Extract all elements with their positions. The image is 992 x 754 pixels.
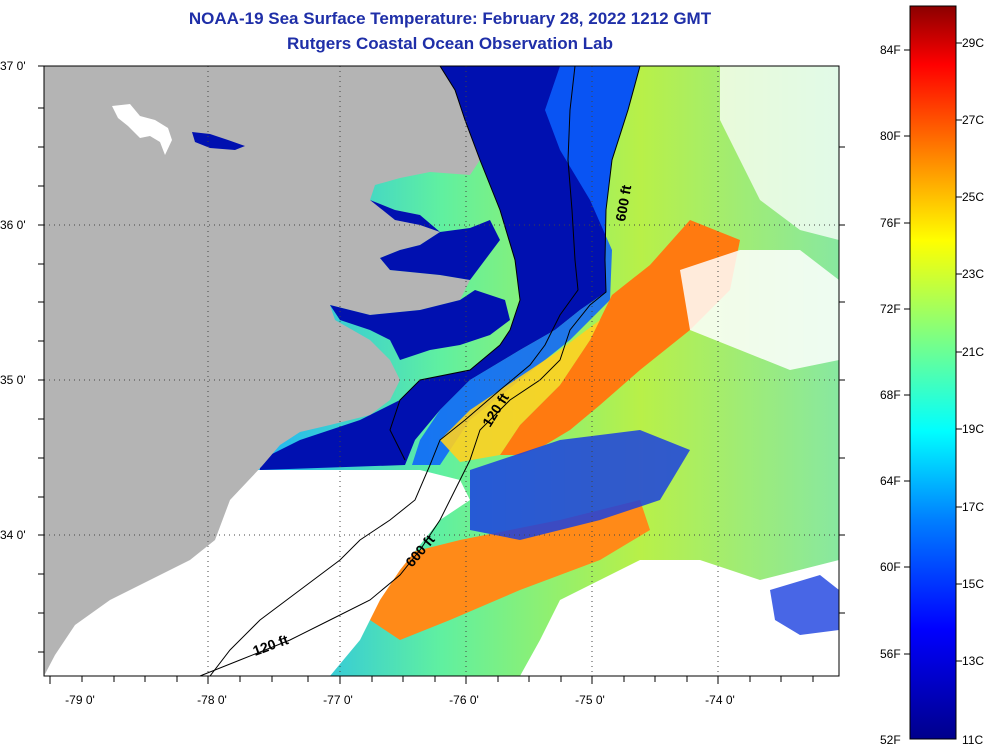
colorbar-label-68f: 68F (880, 388, 901, 402)
lat-ticks (38, 65, 845, 653)
lon-label-74: -74 0' (705, 693, 735, 707)
colorbar-label-23c: 23C (962, 267, 985, 281)
map-area: 600 ft 120 ft 600 ft 120 ft (44, 66, 839, 676)
inland-lake-blue (192, 132, 245, 150)
map-frame (43, 65, 840, 677)
colorbar-label-17c: 17C (962, 500, 985, 514)
inland-lake (112, 104, 172, 155)
colorbar-label-64f: 64F (880, 474, 901, 488)
isobath-120ft (209, 66, 579, 676)
lat-label-36: 36 0' (0, 218, 26, 232)
coastline (389, 66, 521, 461)
colorbar-label-15c: 15C (962, 577, 985, 591)
colorbar-label-25c: 25C (962, 190, 985, 204)
gulf-stream-warm (500, 220, 740, 455)
cloud-patches-north (720, 66, 839, 240)
colorbar-label-60f: 60F (880, 560, 901, 574)
colorbar-label-11c: 11C (962, 733, 984, 747)
colorbar-ticks (904, 42, 962, 662)
colorbar-label-80f: 80F (880, 129, 901, 143)
colorbar-label-56f: 56F (880, 647, 901, 661)
map-subtitle: Rutgers Coastal Ocean Observation Lab (287, 34, 613, 53)
lon-ticks (49, 676, 814, 684)
colorbar-label-19c: 19C (962, 422, 985, 436)
coastal-cold-water (260, 66, 640, 470)
lon-label-78: -78 0' (197, 693, 227, 707)
lon-label-75: -75 0' (575, 693, 605, 707)
cloud-cover-east (680, 250, 839, 370)
lat-label-35: 35 0' (0, 373, 26, 387)
colorbar-label-27c: 27C (962, 113, 985, 127)
cold-patches-south (470, 430, 690, 540)
cloud-cover-southeast (520, 560, 839, 676)
colorbar-label-84f: 84F (880, 43, 901, 57)
colorbar (909, 5, 957, 740)
colorbar-label-29c: 29C (962, 36, 985, 50)
graticule (44, 66, 839, 676)
land-mass (44, 66, 480, 676)
colorbar-label-13c: 13C (962, 654, 985, 668)
gulf-stream-yellow-edge (440, 300, 610, 462)
inland-water (370, 200, 500, 280)
lat-label-34: 34 0' (0, 528, 26, 542)
pamlico-sound (330, 290, 510, 360)
colorbar-label-52f: 52F (880, 733, 901, 747)
coastal-transition-water (412, 66, 640, 465)
colorbar-label-21c: 21C (962, 345, 985, 359)
lon-label-76: -76 0' (449, 693, 479, 707)
colorbar-label-76f: 76F (880, 216, 901, 230)
cloud-cover-south (44, 470, 470, 676)
lon-label-77: -77 0' (323, 693, 353, 707)
cold-patches-southeast (770, 575, 839, 635)
map-title: NOAA-19 Sea Surface Temperature: Februar… (188, 9, 712, 28)
lat-label-37: 37 0' (0, 59, 26, 73)
contour-label-600ft-north: 600 ft (612, 183, 634, 222)
lon-label-79: -79 0' (65, 693, 95, 707)
colorbar-label-72f: 72F (880, 302, 901, 316)
isobath-600ft (199, 66, 641, 676)
